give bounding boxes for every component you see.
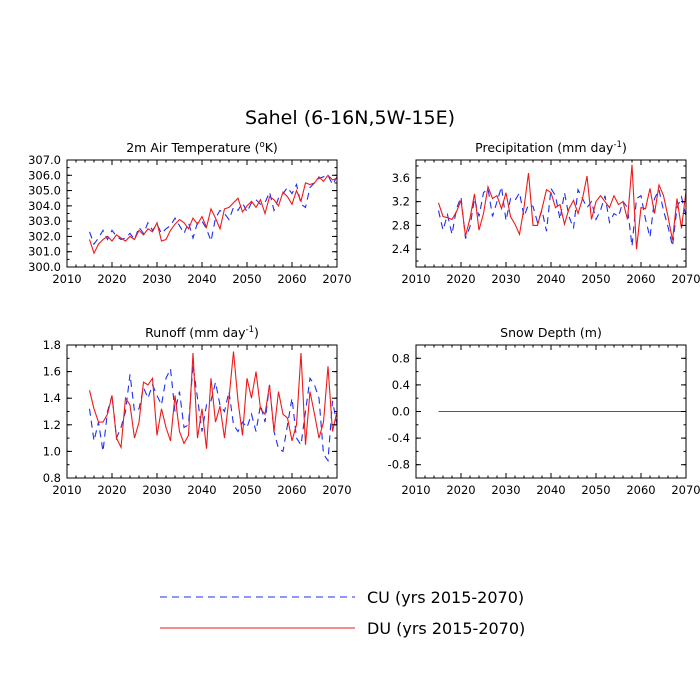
panel-title-superscript: -1 [246, 325, 254, 335]
y-tick-label: 301.0 [28, 245, 61, 259]
panel-title: Precipitation (mm day-1) [475, 140, 627, 155]
y-tick-label: 0.8 [392, 351, 410, 365]
y-tick-label: 305.0 [28, 184, 61, 198]
x-tick-label: 2050 [232, 272, 261, 286]
panel-title-text: Precipitation (mm day [475, 140, 614, 155]
panel-title-tail: ) [254, 325, 259, 340]
y-tick-label: 303.0 [28, 214, 61, 228]
y-tick-label: 302.0 [28, 229, 61, 243]
x-tick-label: 2020 [446, 272, 475, 286]
plot-frame [415, 159, 687, 268]
panel-4: Snow Depth (m) 2010 2020 2030 2040 2050 2060 20… [388, 325, 700, 497]
y-tick-label: 300.0 [28, 260, 61, 274]
y-tick-label: -0.8 [388, 458, 410, 472]
x-tick-label: 2010 [401, 272, 430, 286]
panel-title: Runoff (mm day-1) [145, 325, 259, 340]
plot-frame [66, 159, 338, 268]
y-tick-label: 2.4 [392, 242, 410, 256]
x-tick-label: 2020 [97, 272, 126, 286]
y-tick-label: 1.8 [43, 338, 61, 352]
series-line-du [88, 174, 338, 255]
x-tick-label: 2070 [671, 272, 700, 286]
x-tick-label: 2040 [536, 483, 565, 497]
y-tick-label: 0.0 [392, 405, 410, 419]
series-line-cu [437, 186, 687, 247]
x-tick-label: 2050 [581, 483, 610, 497]
panel-title-superscript: -1 [613, 140, 621, 150]
panel-title-tail: ) [622, 140, 627, 155]
x-tick-label: 2050 [232, 483, 261, 497]
y-tick-label: 0.8 [43, 471, 61, 485]
x-tick-label: 2070 [322, 483, 351, 497]
x-tick-label: 2020 [446, 483, 475, 497]
x-tick-label: 2040 [536, 272, 565, 286]
panel-title-text: Snow Depth (m) [500, 325, 602, 340]
x-tick-label: 2010 [52, 483, 81, 497]
x-tick-label: 2030 [491, 483, 520, 497]
y-tick-label: 307.0 [28, 153, 61, 167]
x-tick-label: 2070 [671, 483, 700, 497]
legend-label-du: DU (yrs 2015-2070) [367, 619, 525, 638]
panel-2: Precipitation (mm day-1) 2010 2020 2030 2040… [392, 140, 700, 286]
panel-1: 2m Air Temperature (oK) 2010 2020 2030 2040 2… [28, 140, 352, 286]
x-tick-label: 2040 [187, 483, 216, 497]
x-tick-label: 2040 [187, 272, 216, 286]
panel-title-text: 2m Air Temperature ( [126, 140, 259, 155]
panel-title: 2m Air Temperature (oK) [126, 140, 278, 155]
x-tick-label: 2060 [277, 483, 306, 497]
panel-title: Snow Depth (m) [500, 325, 602, 340]
y-tick-label: 0.4 [392, 378, 410, 392]
panel-3: Runoff (mm day-1) 2010 2020 2030 2040 2050 206… [43, 325, 352, 497]
panels: 2m Air Temperature (oK) 2010 2020 2030 2040 2… [28, 140, 700, 497]
y-tick-label: 306.0 [28, 168, 61, 182]
y-tick-label: 1.4 [43, 391, 61, 405]
x-tick-label: 2020 [97, 483, 126, 497]
y-tick-label: 1.6 [43, 365, 61, 379]
x-tick-label: 2070 [322, 272, 351, 286]
x-tick-label: 2060 [626, 483, 655, 497]
y-tick-label: -0.4 [388, 431, 410, 445]
x-tick-label: 2030 [142, 272, 171, 286]
panel-title-text: Runoff (mm day [145, 325, 246, 340]
x-tick-label: 2060 [277, 272, 306, 286]
series-line-du [88, 351, 338, 450]
x-tick-label: 2060 [626, 272, 655, 286]
x-tick-label: 2010 [401, 483, 430, 497]
x-tick-label: 2050 [581, 272, 610, 286]
x-tick-label: 2010 [52, 272, 81, 286]
x-tick-label: 2030 [491, 272, 520, 286]
y-tick-label: 2.8 [392, 218, 410, 232]
series-line-du [437, 164, 687, 250]
series-line-cu [88, 174, 338, 246]
y-tick-label: 3.2 [392, 195, 410, 209]
legend: CU (yrs 2015-2070) DU (yrs 2015-2070) [160, 588, 525, 638]
y-tick-label: 1.2 [43, 418, 61, 432]
y-tick-label: 1.0 [43, 444, 61, 458]
figure-title: Sahel (6-16N,5W-15E) [245, 107, 455, 129]
y-tick-label: 3.6 [392, 171, 410, 185]
panel-title-tail: K) [265, 140, 278, 155]
series-line-cu [88, 364, 338, 463]
legend-label-cu: CU (yrs 2015-2070) [367, 588, 524, 607]
y-tick-label: 304.0 [28, 199, 61, 213]
x-tick-label: 2030 [142, 483, 171, 497]
panel-title-superscript: o [260, 140, 265, 150]
